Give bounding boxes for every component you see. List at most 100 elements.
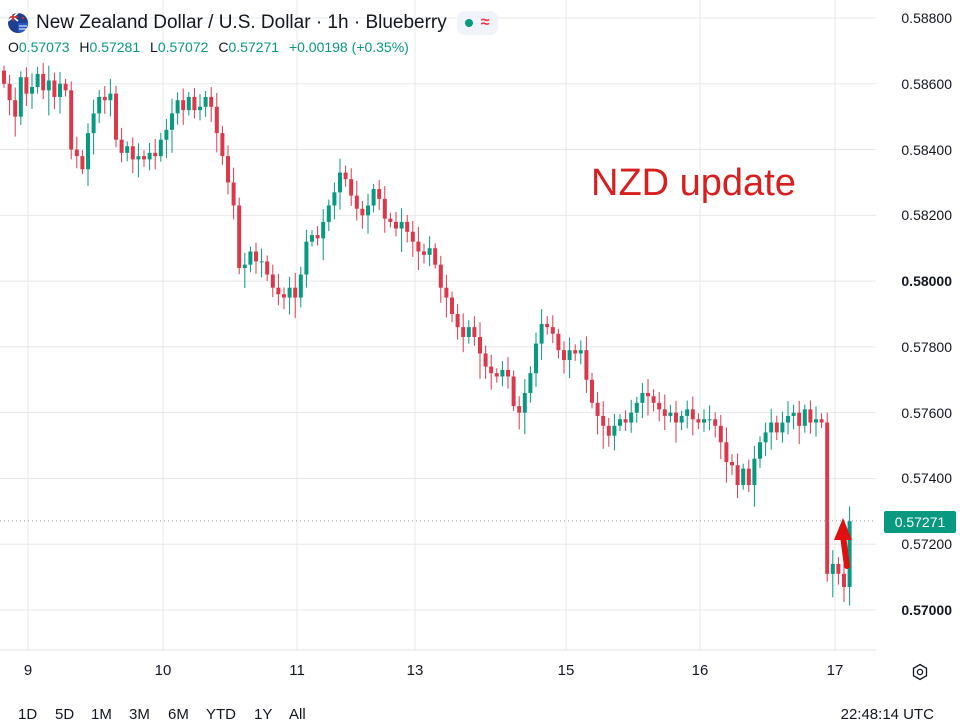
candle-body: [181, 100, 186, 111]
range-1y[interactable]: 1Y: [254, 706, 273, 723]
candle-body: [203, 96, 208, 107]
candle-body: [298, 274, 303, 298]
candle-body: [640, 392, 645, 403]
candle-body: [808, 409, 813, 423]
candle-body: [237, 205, 242, 268]
candle-body: [797, 412, 802, 426]
candle-body: [735, 465, 740, 486]
candle-body: [91, 113, 96, 134]
range-ytd[interactable]: YTD: [206, 706, 236, 723]
candle-body: [399, 221, 404, 229]
candle-body: [130, 146, 135, 160]
candle-body: [791, 412, 796, 416]
candle-body: [388, 218, 393, 222]
candle-body: [270, 274, 275, 288]
candle-body: [142, 156, 146, 160]
nzd-usd-flag-icon: [8, 13, 28, 33]
candle-body: [674, 412, 678, 423]
low-key: L: [150, 39, 158, 55]
candle-body: [623, 419, 628, 423]
candle-body: [265, 261, 270, 275]
candle-body: [651, 396, 656, 403]
range-all[interactable]: All: [289, 706, 306, 723]
candle-body: [186, 96, 191, 111]
candle-body: [86, 133, 90, 170]
candle-body: [119, 139, 124, 153]
candle-body: [528, 373, 533, 393]
candle-body: [758, 442, 762, 459]
candle-body: [354, 195, 359, 209]
range-1d[interactable]: 1D: [18, 706, 38, 723]
candle-body: [590, 379, 594, 403]
candle-body: [276, 287, 281, 295]
candle-body: [696, 419, 701, 423]
current-price-tag: 0.57271: [884, 511, 956, 533]
chart-annotation: NZD update: [591, 162, 796, 204]
time-tick-label: 9: [23, 662, 33, 679]
price-tick-label: 0.58400: [901, 141, 952, 158]
candle-body: [52, 80, 57, 97]
price-tick-label: 0.58800: [901, 10, 952, 26]
candle-body: [567, 350, 572, 361]
candle-body: [780, 422, 785, 433]
price-tick-label: 0.58200: [901, 207, 952, 224]
settings-icon[interactable]: [911, 663, 929, 681]
candle-body: [842, 573, 846, 587]
candle-body: [394, 221, 398, 229]
candle-body: [343, 172, 348, 180]
candle-body: [545, 323, 550, 328]
candle-body: [494, 373, 499, 377]
candle-body: [730, 462, 734, 466]
wave-icon: ≈: [480, 14, 490, 31]
time-tick-label: 10: [154, 662, 172, 679]
candle-body: [338, 172, 342, 193]
candle-body: [511, 376, 516, 407]
high-value: 0.57281: [89, 39, 141, 55]
time-tick-label: 13: [406, 662, 424, 679]
candle-body: [125, 146, 130, 153]
candle-body: [349, 179, 354, 196]
change-value: +0.00198 (+0.35%): [288, 39, 409, 55]
candle-body: [326, 205, 331, 222]
candle-body: [248, 251, 253, 265]
candle-body: [18, 77, 23, 117]
price-tick-label: 0.57400: [901, 470, 952, 487]
candle-body: [102, 96, 107, 101]
candle-body: [786, 415, 790, 423]
candle-body: [209, 96, 214, 107]
candle-body: [198, 106, 202, 111]
price-tick-label: 0.57800: [901, 338, 952, 355]
candle-body: [713, 419, 718, 426]
range-1m[interactable]: 1M: [91, 706, 112, 723]
range-3m[interactable]: 3M: [129, 706, 150, 723]
high-key: H: [79, 39, 90, 55]
candle-body: [192, 96, 197, 111]
candle-body: [377, 189, 382, 199]
candle-body: [24, 77, 29, 94]
candle-body: [444, 287, 449, 298]
candle-body: [629, 412, 634, 423]
symbol-title-row[interactable]: New Zealand Dollar / U.S. Dollar · 1h · …: [8, 10, 498, 36]
time-tick-label: 11: [289, 662, 305, 679]
ohlc-values: O0.57073 H0.57281 L0.57072 C0.57271 +0.0…: [8, 39, 498, 55]
candle-body: [287, 287, 292, 298]
candle-body: [752, 458, 757, 486]
candle-body: [847, 521, 852, 587]
status-pill[interactable]: ≈: [456, 11, 498, 35]
symbol-title: New Zealand Dollar / U.S. Dollar · 1h · …: [36, 12, 447, 33]
candle-body: [416, 241, 421, 252]
range-6m[interactable]: 6M: [168, 706, 189, 723]
range-5d[interactable]: 5D: [55, 706, 75, 723]
candle-body: [774, 422, 779, 433]
candle-body: [220, 133, 225, 157]
candle-body: [293, 287, 298, 298]
candle-body: [46, 80, 51, 91]
candle-body: [455, 314, 460, 328]
time-tick-label: 15: [557, 662, 575, 679]
candle-body: [214, 106, 219, 134]
utc-clock: 22:48:14 UTC: [840, 706, 934, 723]
candle-body: [534, 343, 538, 374]
candle-body: [136, 156, 141, 160]
candle-body: [646, 392, 650, 397]
